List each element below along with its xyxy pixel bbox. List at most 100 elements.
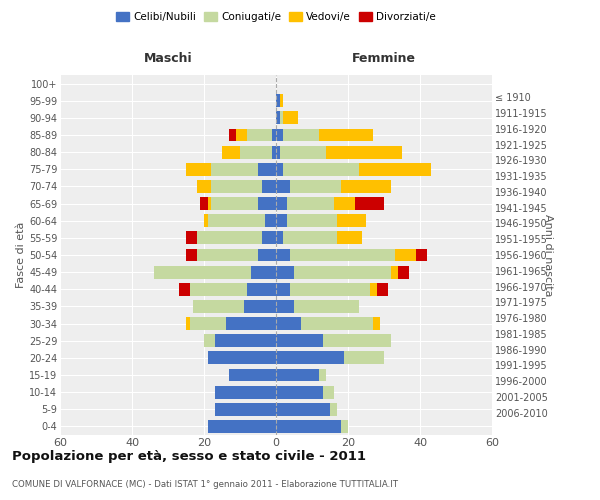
Bar [276, 128, 283, 141]
Bar [337, 214, 366, 227]
Bar [276, 420, 341, 433]
Bar [197, 180, 211, 193]
Bar [186, 232, 197, 244]
Bar [190, 317, 226, 330]
Text: COMUNE DI VALFORNACE (MC) - Dati ISTAT 1° gennaio 2011 - Elaborazione TUTTITALIA: COMUNE DI VALFORNACE (MC) - Dati ISTAT 1… [12, 480, 398, 489]
Bar [287, 214, 337, 227]
Bar [276, 403, 330, 415]
Bar [215, 403, 276, 415]
Bar [193, 300, 244, 313]
Bar [283, 163, 359, 175]
Bar [280, 146, 326, 158]
Bar [283, 112, 298, 124]
Bar [355, 197, 384, 210]
Bar [236, 128, 247, 141]
Bar [290, 283, 370, 296]
Bar [244, 300, 276, 313]
Bar [186, 248, 197, 262]
Bar [215, 386, 276, 398]
Y-axis label: Anni di nascita: Anni di nascita [543, 214, 553, 296]
Bar [204, 334, 215, 347]
Bar [186, 317, 190, 330]
Bar [276, 214, 287, 227]
Bar [326, 146, 402, 158]
Bar [276, 197, 287, 210]
Bar [208, 352, 276, 364]
Bar [226, 317, 276, 330]
Text: Femmine: Femmine [352, 52, 416, 64]
Bar [319, 368, 326, 382]
Legend: Celibi/Nubili, Coniugati/e, Vedovi/e, Divorziati/e: Celibi/Nubili, Coniugati/e, Vedovi/e, Di… [112, 8, 440, 26]
Bar [276, 266, 294, 278]
Bar [276, 146, 280, 158]
Y-axis label: Fasce di età: Fasce di età [16, 222, 26, 288]
Bar [272, 146, 276, 158]
Bar [276, 283, 290, 296]
Bar [197, 248, 258, 262]
Bar [330, 403, 337, 415]
Bar [211, 180, 262, 193]
Bar [370, 283, 377, 296]
Bar [215, 334, 276, 347]
Bar [301, 317, 373, 330]
Bar [341, 180, 391, 193]
Bar [373, 317, 380, 330]
Bar [229, 128, 236, 141]
Bar [200, 197, 208, 210]
Bar [377, 283, 388, 296]
Bar [283, 128, 319, 141]
Bar [197, 232, 262, 244]
Bar [222, 146, 240, 158]
Bar [262, 232, 276, 244]
Bar [391, 266, 398, 278]
Bar [247, 128, 272, 141]
Bar [179, 283, 190, 296]
Bar [290, 180, 341, 193]
Bar [280, 94, 283, 107]
Bar [323, 334, 391, 347]
Bar [208, 420, 276, 433]
Bar [290, 248, 395, 262]
Bar [186, 163, 211, 175]
Bar [240, 146, 272, 158]
Bar [334, 197, 355, 210]
Text: Maschi: Maschi [143, 52, 193, 64]
Bar [276, 180, 290, 193]
Text: Popolazione per età, sesso e stato civile - 2011: Popolazione per età, sesso e stato civil… [12, 450, 366, 463]
Bar [211, 163, 258, 175]
Bar [395, 248, 416, 262]
Bar [416, 248, 427, 262]
Bar [229, 368, 276, 382]
Bar [247, 283, 276, 296]
Bar [258, 163, 276, 175]
Bar [208, 214, 265, 227]
Bar [272, 128, 276, 141]
Bar [398, 266, 409, 278]
Bar [294, 300, 359, 313]
Bar [211, 197, 258, 210]
Bar [323, 386, 334, 398]
Bar [276, 94, 280, 107]
Bar [359, 163, 431, 175]
Bar [276, 163, 283, 175]
Bar [154, 266, 251, 278]
Bar [283, 232, 337, 244]
Bar [344, 352, 384, 364]
Bar [190, 283, 247, 296]
Bar [204, 214, 208, 227]
Bar [294, 266, 391, 278]
Bar [276, 368, 319, 382]
Bar [258, 248, 276, 262]
Bar [337, 232, 362, 244]
Bar [276, 300, 294, 313]
Bar [258, 197, 276, 210]
Bar [276, 386, 323, 398]
Bar [319, 128, 373, 141]
Bar [276, 248, 290, 262]
Bar [280, 112, 283, 124]
Bar [287, 197, 334, 210]
Bar [262, 180, 276, 193]
Bar [341, 420, 348, 433]
Bar [276, 334, 323, 347]
Bar [265, 214, 276, 227]
